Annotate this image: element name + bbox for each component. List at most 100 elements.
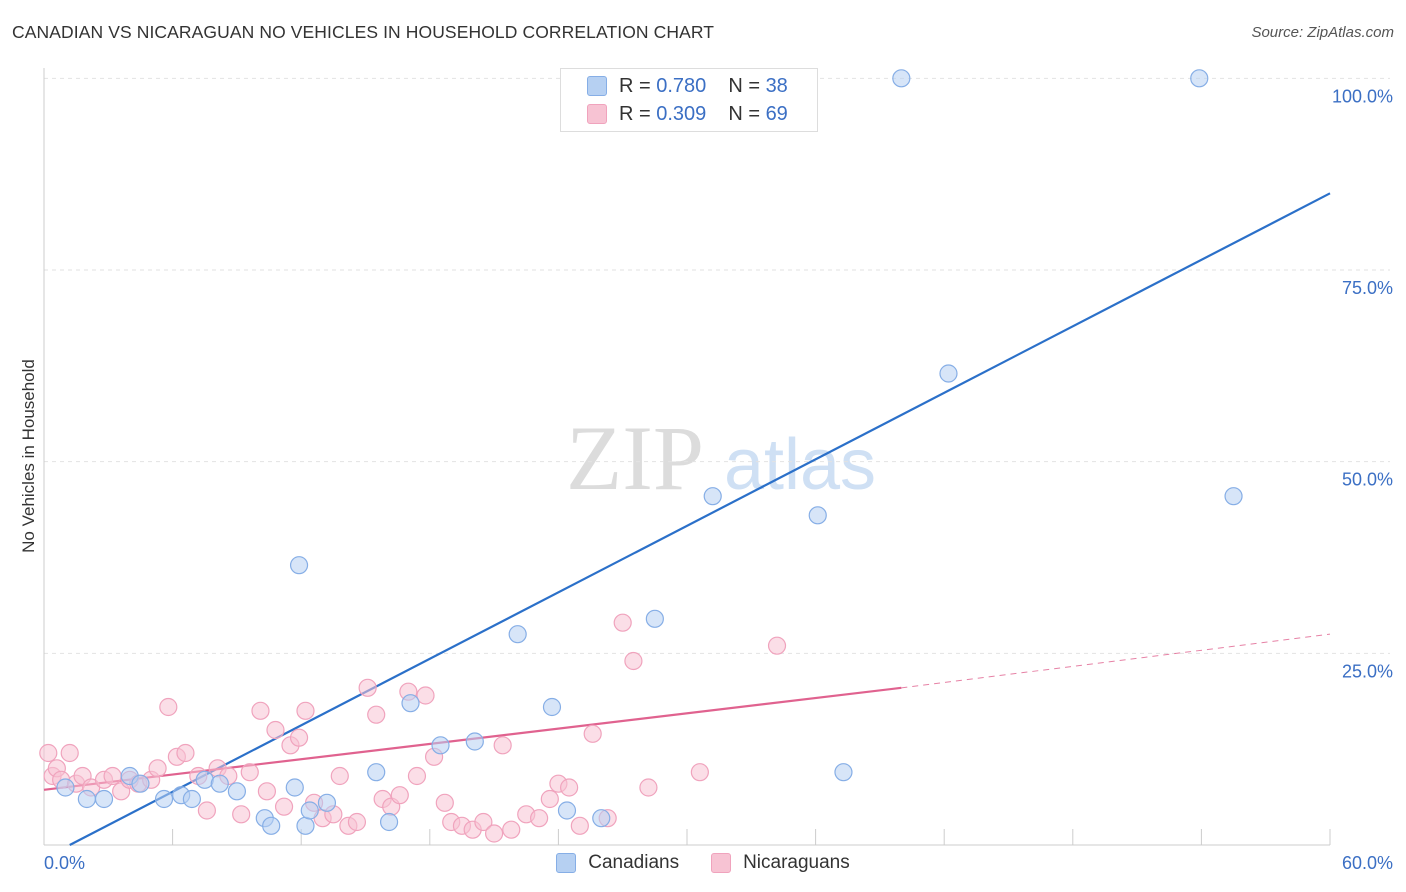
- point-canadians-28: [703, 487, 722, 506]
- point-canadians-33: [939, 364, 958, 383]
- point-canadians-22: [465, 732, 484, 751]
- point-nicaraguans-59: [570, 816, 589, 835]
- legend-swatch-nicaraguans: [587, 104, 607, 124]
- y-tick-label-0: 25.0%: [1342, 661, 1393, 681]
- bottom-legend-swatch-nicaraguans: [711, 853, 732, 873]
- point-nicaraguans-38: [367, 705, 386, 724]
- point-canadians-31: [834, 763, 853, 782]
- point-canadians-34: [1190, 69, 1209, 88]
- point-nicaraguans-24: [251, 701, 270, 720]
- y-tick-label-1: 50.0%: [1342, 470, 1393, 490]
- bottom-legend-swatch-canadians: [556, 853, 577, 873]
- point-canadians-32: [892, 69, 911, 88]
- point-nicaraguans-46: [435, 793, 454, 812]
- point-canadians-12: [262, 816, 281, 835]
- point-nicaraguans-62: [613, 613, 632, 632]
- point-canadians-2: [94, 789, 114, 809]
- trendline-canadians: [69, 192, 1331, 846]
- legend-n-value-nicaraguans: 69: [765, 102, 788, 125]
- axes: [43, 68, 1331, 846]
- point-nicaraguans-51: [485, 824, 504, 843]
- legend-row-canadians: R = 0.780 N = 38: [587, 73, 788, 99]
- point-canadians-15: [296, 816, 315, 835]
- point-nicaraguans-17: [176, 743, 195, 763]
- point-nicaraguans-60: [583, 724, 602, 743]
- legend-r-value-nicaraguans: 0.309: [656, 102, 707, 125]
- point-nicaraguans-58: [560, 778, 579, 797]
- grid-lines: [44, 77, 1390, 654]
- point-canadians-18: [367, 763, 386, 782]
- point-canadians-16: [300, 801, 319, 820]
- point-canadians-5: [154, 789, 174, 809]
- point-nicaraguans-0: [39, 743, 58, 763]
- point-nicaraguans-65: [690, 763, 709, 782]
- chart-title: CANADIAN VS NICARAGUAN NO VEHICLES IN HO…: [12, 22, 715, 42]
- point-nicaraguans-56: [540, 789, 559, 809]
- bottom-legend-nicaraguans: Nicaraguans: [711, 852, 850, 874]
- point-canadians-1: [77, 789, 96, 809]
- point-canadians-27: [645, 609, 664, 628]
- point-canadians-26: [592, 809, 611, 828]
- legend-n-label: N =: [728, 74, 760, 97]
- point-canadians-23: [508, 625, 527, 644]
- point-canadians-21: [431, 736, 450, 755]
- point-nicaraguans-30: [296, 701, 315, 720]
- tick-labels: 25.0% 50.0% 75.0% 100.0% 0.0% 60.0%: [44, 86, 1393, 873]
- trendlines: [43, 192, 1331, 846]
- legend-box: R = 0.780 N = 38 R = 0.309 N = 69: [560, 68, 818, 132]
- trendline-extension-nicaraguans: [901, 633, 1331, 689]
- legend-n-label: N =: [728, 102, 760, 125]
- point-nicaraguans-43: [407, 766, 427, 786]
- point-canadians-4: [131, 774, 150, 793]
- y-tick-label-3: 100.0%: [1332, 86, 1393, 106]
- x-tick-label-max: 60.0%: [1342, 853, 1393, 873]
- point-nicaraguans-55: [530, 809, 549, 828]
- legend-r-label: R =: [619, 102, 651, 125]
- point-canadians-13: [285, 778, 304, 797]
- y-tick-label-2: 75.0%: [1342, 278, 1393, 298]
- point-nicaraguans-15: [159, 697, 178, 717]
- watermark-zip: ZIP: [566, 407, 704, 509]
- point-nicaraguans-22: [232, 805, 251, 824]
- bottom-legend-label-nicaraguans: Nicaraguans: [743, 852, 850, 873]
- point-canadians-30: [808, 506, 827, 525]
- point-nicaraguans-9: [103, 766, 122, 786]
- point-nicaraguans-37: [358, 678, 377, 697]
- legend-row-nicaraguans: R = 0.309 N = 69: [587, 101, 788, 127]
- point-canadians-8: [195, 770, 214, 789]
- bottom-legend-label-canadians: Canadians: [588, 852, 680, 873]
- point-canadians-10: [227, 782, 246, 801]
- point-canadians-9: [210, 774, 229, 793]
- point-nicaraguans-64: [639, 778, 658, 797]
- point-nicaraguans-41: [390, 786, 409, 805]
- point-canadians-14: [289, 556, 309, 575]
- source-label: Source: ZipAtlas.com: [1251, 24, 1394, 41]
- point-nicaraguans-50: [474, 812, 493, 832]
- point-canadians-17: [317, 793, 337, 812]
- legend-swatch-canadians: [587, 76, 607, 96]
- legend-r-label: R =: [619, 74, 651, 97]
- point-nicaraguans-4: [60, 743, 79, 763]
- bottom-legend: Canadians Nicaraguans: [0, 852, 1406, 874]
- point-canadians-7: [182, 789, 201, 809]
- legend-r-value-canadians: 0.780: [656, 74, 707, 97]
- watermark-atlas: atlas: [724, 425, 876, 505]
- point-nicaraguans-34: [330, 766, 349, 786]
- point-nicaraguans-26: [266, 720, 285, 740]
- point-nicaraguans-27: [274, 797, 294, 816]
- point-nicaraguans-19: [197, 801, 216, 820]
- point-canadians-35: [1224, 487, 1243, 506]
- point-canadians-20: [401, 694, 420, 713]
- point-nicaraguans-36: [347, 812, 367, 832]
- point-nicaraguans-52: [493, 736, 512, 755]
- point-nicaraguans-53: [502, 820, 521, 839]
- point-canadians-0: [56, 778, 75, 797]
- point-canadians-19: [379, 812, 399, 832]
- point-nicaraguans-25: [257, 782, 277, 801]
- bottom-legend-canadians: Canadians: [556, 852, 679, 874]
- legend-n-value-canadians: 38: [765, 74, 788, 97]
- point-nicaraguans-14: [148, 759, 167, 778]
- point-canadians-25: [557, 801, 577, 820]
- point-canadians-24: [542, 697, 562, 717]
